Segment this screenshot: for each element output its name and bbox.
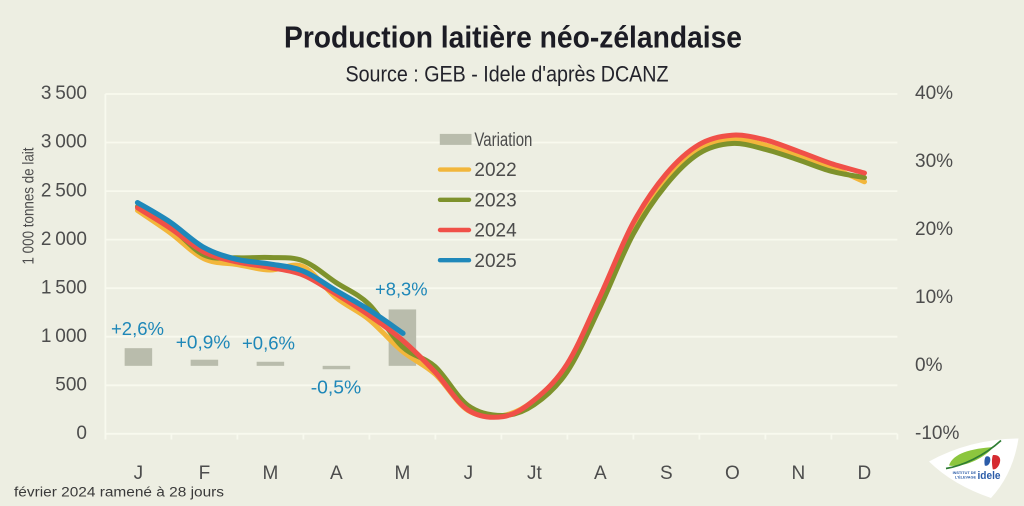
svg-text:2024: 2024 [474, 221, 517, 242]
svg-text:30%: 30% [915, 151, 953, 172]
svg-text:J: J [464, 463, 474, 484]
svg-text:Variation: Variation [474, 130, 532, 151]
svg-text:0: 0 [76, 423, 87, 444]
svg-text:-10%: -10% [915, 423, 959, 444]
svg-text:D: D [858, 463, 872, 484]
svg-text:2022: 2022 [474, 160, 516, 181]
svg-text:1 000 tonnes de lait: 1 000 tonnes de lait [21, 147, 38, 265]
svg-text:+8,3%: +8,3% [375, 279, 428, 299]
svg-text:Production laitière néo-zéland: Production laitière néo-zélandaise [284, 19, 742, 54]
svg-text:40%: 40% [915, 83, 953, 104]
svg-text:2025: 2025 [474, 251, 516, 272]
svg-text:+2,6%: +2,6% [111, 319, 164, 339]
svg-text:0%: 0% [915, 355, 943, 376]
svg-text:idele: idele [978, 470, 1001, 482]
svg-text:1 000: 1 000 [41, 326, 87, 347]
svg-text:A: A [594, 463, 607, 484]
svg-text:3 000: 3 000 [41, 132, 87, 153]
svg-text:S: S [660, 463, 673, 484]
svg-text:10%: 10% [915, 287, 953, 308]
svg-text:N: N [792, 463, 806, 484]
svg-text:J: J [134, 463, 144, 484]
svg-text:M: M [394, 463, 410, 484]
svg-text:Source : GEB - Idele d'après D: Source : GEB - Idele d'après DCANZ [346, 61, 669, 86]
svg-text:+0,9%: +0,9% [176, 332, 231, 352]
svg-text:M: M [262, 463, 278, 484]
svg-text:F: F [199, 463, 211, 484]
svg-text:A: A [330, 463, 343, 484]
svg-text:2023: 2023 [474, 190, 516, 211]
svg-text:INSTITUT DE: INSTITUT DE [953, 471, 977, 475]
svg-text:février 2024 ramené à 28 jours: février 2024 ramené à 28 jours [14, 485, 224, 500]
svg-text:+0,6%: +0,6% [242, 333, 295, 353]
svg-text:-0,5%: -0,5% [311, 377, 362, 397]
svg-text:2 000: 2 000 [41, 229, 87, 250]
svg-text:Jt: Jt [527, 463, 543, 484]
svg-text:500: 500 [55, 375, 87, 396]
svg-text:3 500: 3 500 [41, 83, 87, 104]
svg-text:L'ÉLEVAGE: L'ÉLEVAGE [955, 474, 977, 479]
svg-text:1 500: 1 500 [41, 277, 87, 298]
svg-text:20%: 20% [915, 219, 953, 240]
svg-text:2 500: 2 500 [41, 180, 87, 201]
svg-text:O: O [725, 463, 740, 484]
